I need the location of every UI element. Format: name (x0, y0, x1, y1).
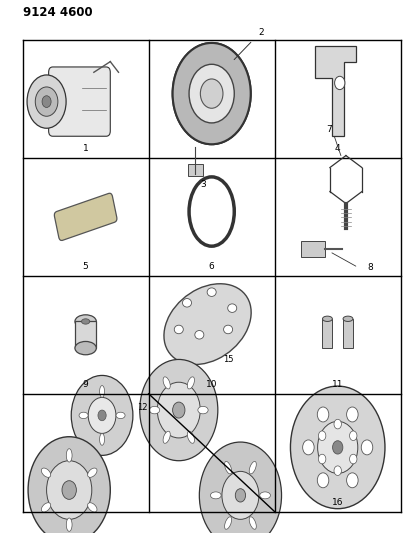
Ellipse shape (346, 407, 358, 422)
Ellipse shape (207, 288, 216, 296)
Ellipse shape (88, 398, 116, 433)
Ellipse shape (317, 407, 329, 422)
Text: 6: 6 (209, 262, 215, 271)
Ellipse shape (187, 431, 194, 443)
Ellipse shape (361, 440, 373, 455)
Ellipse shape (66, 518, 72, 531)
Ellipse shape (75, 315, 96, 328)
Ellipse shape (224, 462, 232, 474)
Ellipse shape (42, 503, 51, 512)
Ellipse shape (199, 78, 224, 110)
Ellipse shape (75, 342, 96, 355)
Ellipse shape (163, 431, 170, 443)
Ellipse shape (319, 431, 326, 441)
Ellipse shape (318, 421, 358, 473)
Ellipse shape (334, 466, 342, 475)
Ellipse shape (317, 473, 329, 488)
Ellipse shape (66, 449, 72, 462)
Polygon shape (315, 46, 356, 136)
Ellipse shape (88, 503, 97, 512)
Ellipse shape (116, 412, 125, 418)
Ellipse shape (334, 419, 342, 429)
Ellipse shape (79, 412, 88, 418)
Ellipse shape (222, 471, 259, 519)
Ellipse shape (71, 375, 133, 455)
Ellipse shape (346, 473, 358, 488)
Ellipse shape (173, 43, 251, 144)
Ellipse shape (157, 382, 200, 438)
Ellipse shape (249, 517, 256, 529)
Ellipse shape (150, 406, 160, 414)
Ellipse shape (189, 64, 234, 123)
Ellipse shape (323, 316, 332, 321)
Ellipse shape (88, 468, 97, 478)
Ellipse shape (228, 304, 237, 312)
Ellipse shape (198, 406, 208, 414)
Ellipse shape (200, 79, 223, 108)
Ellipse shape (99, 433, 104, 445)
Ellipse shape (235, 489, 245, 502)
Ellipse shape (335, 76, 345, 90)
Ellipse shape (163, 377, 170, 389)
Ellipse shape (350, 454, 357, 464)
Ellipse shape (187, 377, 194, 389)
Text: 4: 4 (335, 144, 341, 153)
Bar (188, 165, 203, 176)
Text: 5: 5 (83, 262, 88, 271)
Bar (323, 319, 332, 348)
Ellipse shape (224, 517, 232, 529)
Ellipse shape (173, 402, 185, 418)
Text: 11: 11 (332, 379, 344, 389)
Ellipse shape (319, 454, 326, 464)
Text: 1: 1 (83, 144, 88, 153)
Text: 9: 9 (83, 379, 88, 389)
Ellipse shape (224, 325, 233, 334)
Ellipse shape (28, 437, 110, 533)
Ellipse shape (350, 431, 357, 441)
Ellipse shape (182, 298, 192, 307)
Ellipse shape (210, 492, 221, 499)
Text: 8: 8 (368, 263, 374, 272)
Ellipse shape (173, 43, 251, 144)
Ellipse shape (35, 87, 58, 116)
Ellipse shape (62, 481, 76, 499)
Ellipse shape (174, 325, 183, 334)
Ellipse shape (260, 492, 270, 499)
Ellipse shape (46, 461, 92, 519)
Ellipse shape (199, 442, 282, 533)
Ellipse shape (343, 316, 353, 321)
Ellipse shape (42, 96, 51, 108)
Text: 12: 12 (137, 403, 148, 412)
Ellipse shape (164, 284, 251, 365)
Ellipse shape (189, 64, 234, 123)
Ellipse shape (291, 386, 385, 508)
Text: 16: 16 (332, 497, 344, 506)
Ellipse shape (140, 359, 218, 461)
Ellipse shape (42, 468, 51, 478)
Ellipse shape (332, 441, 343, 454)
Text: 2: 2 (258, 28, 264, 37)
Ellipse shape (98, 410, 106, 421)
FancyBboxPatch shape (48, 67, 110, 136)
Ellipse shape (195, 330, 204, 339)
Bar (301, 241, 326, 257)
Bar (75, 321, 96, 348)
Ellipse shape (27, 75, 66, 128)
Ellipse shape (99, 385, 104, 397)
Text: 9124 4600: 9124 4600 (23, 6, 92, 19)
Text: 10: 10 (206, 379, 217, 389)
Ellipse shape (81, 319, 90, 324)
FancyBboxPatch shape (54, 193, 117, 240)
Ellipse shape (302, 440, 314, 455)
Text: 7: 7 (327, 125, 332, 134)
Text: 15: 15 (223, 355, 233, 364)
Ellipse shape (249, 462, 256, 474)
Bar (343, 319, 353, 348)
Text: 3: 3 (201, 180, 206, 189)
